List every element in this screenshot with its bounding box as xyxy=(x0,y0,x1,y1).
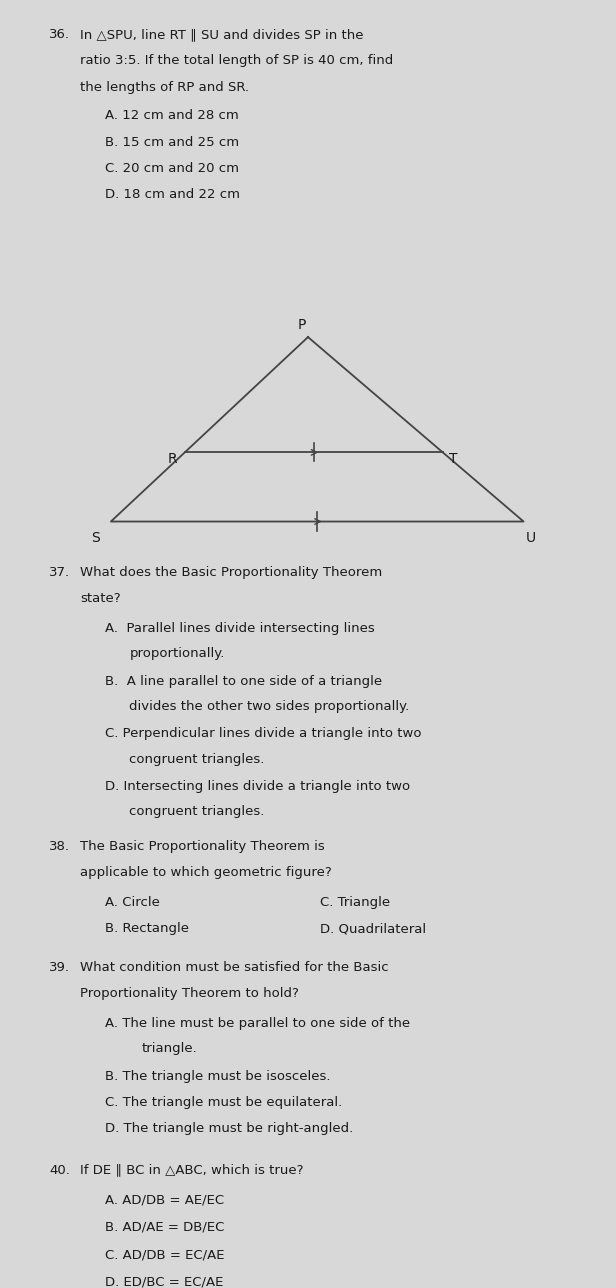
Text: the lengths of RP and SR.: the lengths of RP and SR. xyxy=(80,81,249,94)
Text: B. The triangle must be isosceles.: B. The triangle must be isosceles. xyxy=(105,1070,330,1083)
Text: P: P xyxy=(298,318,306,332)
Text: D. 18 cm and 22 cm: D. 18 cm and 22 cm xyxy=(105,188,240,201)
Text: D. Intersecting lines divide a triangle into two: D. Intersecting lines divide a triangle … xyxy=(105,781,410,793)
Text: A.  Parallel lines divide intersecting lines: A. Parallel lines divide intersecting li… xyxy=(105,622,375,635)
Text: A. Circle: A. Circle xyxy=(105,895,160,909)
Text: B. Rectangle: B. Rectangle xyxy=(105,922,188,935)
Text: U: U xyxy=(526,531,537,545)
Text: C. The triangle must be equilateral.: C. The triangle must be equilateral. xyxy=(105,1096,342,1109)
Text: divides the other two sides proportionally.: divides the other two sides proportional… xyxy=(129,699,410,714)
Text: C. AD/DB = EC/AE: C. AD/DB = EC/AE xyxy=(105,1248,224,1261)
Text: R: R xyxy=(168,452,177,466)
Text: 37.: 37. xyxy=(49,565,70,580)
Text: state?: state? xyxy=(80,592,121,605)
Text: B. AD/AE = DB/EC: B. AD/AE = DB/EC xyxy=(105,1221,224,1234)
Text: C. Triangle: C. Triangle xyxy=(320,895,391,909)
Text: Proportionality Theorem to hold?: Proportionality Theorem to hold? xyxy=(80,988,299,1001)
Text: D. ED/BC = EC/AE: D. ED/BC = EC/AE xyxy=(105,1276,223,1288)
Text: D. The triangle must be right-angled.: D. The triangle must be right-angled. xyxy=(105,1122,353,1136)
Text: congruent triangles.: congruent triangles. xyxy=(129,752,265,765)
Text: proportionally.: proportionally. xyxy=(129,648,225,661)
Text: D. Quadrilateral: D. Quadrilateral xyxy=(320,922,426,935)
Text: A. AD/DB = AE/EC: A. AD/DB = AE/EC xyxy=(105,1194,224,1207)
Text: C. 20 cm and 20 cm: C. 20 cm and 20 cm xyxy=(105,162,239,175)
Text: In △SPU, line RT ∥ SU and divides SP in the: In △SPU, line RT ∥ SU and divides SP in … xyxy=(80,28,363,41)
Text: applicable to which geometric figure?: applicable to which geometric figure? xyxy=(80,866,332,878)
Text: 36.: 36. xyxy=(49,28,70,41)
Text: The Basic Proportionality Theorem is: The Basic Proportionality Theorem is xyxy=(80,840,325,853)
Text: congruent triangles.: congruent triangles. xyxy=(129,805,265,818)
Text: B. 15 cm and 25 cm: B. 15 cm and 25 cm xyxy=(105,135,239,148)
Text: B.  A line parallel to one side of a triangle: B. A line parallel to one side of a tria… xyxy=(105,675,382,688)
Text: A. The line must be parallel to one side of the: A. The line must be parallel to one side… xyxy=(105,1018,410,1030)
Text: 38.: 38. xyxy=(49,840,70,853)
Text: What condition must be satisfied for the Basic: What condition must be satisfied for the… xyxy=(80,961,389,974)
Text: What does the Basic Proportionality Theorem: What does the Basic Proportionality Theo… xyxy=(80,565,383,580)
Text: C. Perpendicular lines divide a triangle into two: C. Perpendicular lines divide a triangle… xyxy=(105,728,421,741)
Text: A. 12 cm and 28 cm: A. 12 cm and 28 cm xyxy=(105,109,238,122)
Text: T: T xyxy=(449,452,458,466)
Text: S: S xyxy=(91,531,100,545)
Text: If DE ∥ BC in △ABC, which is true?: If DE ∥ BC in △ABC, which is true? xyxy=(80,1163,304,1177)
Text: 39.: 39. xyxy=(49,961,70,974)
Text: triangle.: triangle. xyxy=(142,1042,198,1055)
Text: 40.: 40. xyxy=(49,1163,70,1177)
Text: ratio 3:5. If the total length of SP is 40 cm, find: ratio 3:5. If the total length of SP is … xyxy=(80,54,394,67)
